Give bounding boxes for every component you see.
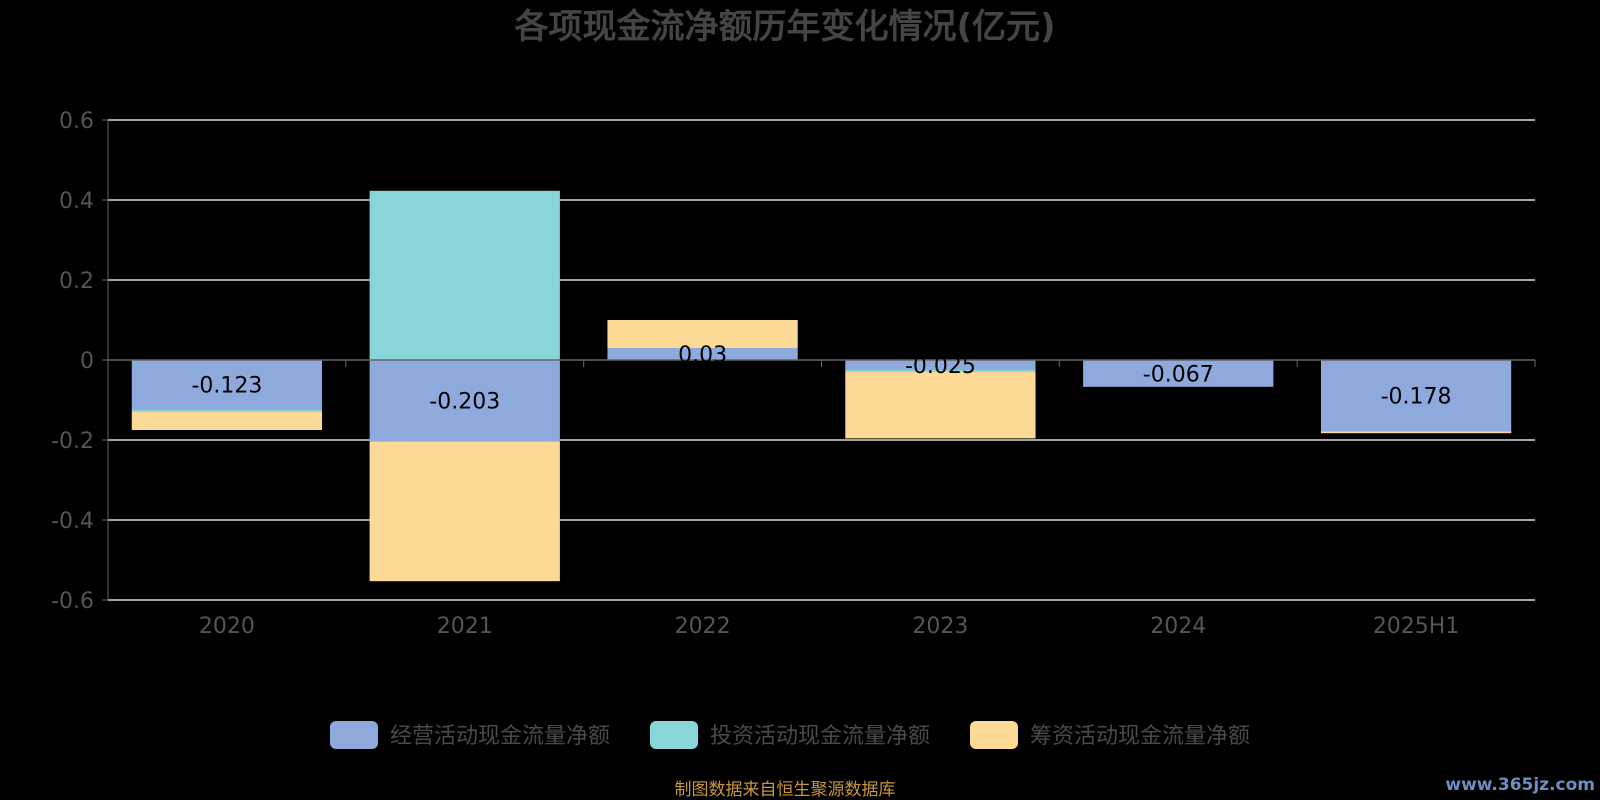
y-tick-label: 0.4 xyxy=(59,189,94,214)
y-tick-label: 0.2 xyxy=(59,269,94,294)
y-tick-label: 0.6 xyxy=(59,109,94,134)
legend-label: 筹资活动现金流量净额 xyxy=(1030,724,1250,749)
bar-segment xyxy=(845,372,1036,439)
legend-item[interactable]: 投资活动现金流量净额 xyxy=(650,721,930,749)
bar-segment xyxy=(131,360,323,410)
bar-segment xyxy=(845,360,1036,370)
data-label: -0.025 xyxy=(905,354,976,379)
data-label: -0.203 xyxy=(429,390,500,415)
y-tick-label: -0.2 xyxy=(51,429,94,454)
bar-segment xyxy=(607,320,798,348)
y-tick-label: 0 xyxy=(80,349,94,374)
x-tick-label: 2024 xyxy=(1150,614,1206,639)
data-labels: -0.123 -0.203 0.03 -0.025 -0.067 -0.178 xyxy=(191,343,1451,415)
source-note: 制图数据来自恒生聚源数据库 xyxy=(675,780,896,800)
legend-item[interactable]: 经营活动现金流量净额 xyxy=(330,721,610,749)
bar-segment xyxy=(845,370,1036,372)
chart-title: 各项现金流净额历年变化情况(亿元) xyxy=(514,7,1055,47)
legend-label: 投资活动现金流量净额 xyxy=(710,724,930,749)
data-label: -0.178 xyxy=(1381,385,1452,410)
legend-swatch xyxy=(330,721,378,749)
bar-segment xyxy=(607,348,798,360)
bar-segment xyxy=(1320,360,1512,432)
legend-item[interactable]: 筹资活动现金流量净额 xyxy=(970,721,1250,749)
bars xyxy=(131,190,1512,582)
bar-segment xyxy=(131,409,323,412)
grid-lines xyxy=(108,119,1535,601)
bar-segment xyxy=(369,360,560,442)
x-tick-label: 2021 xyxy=(437,614,493,639)
bar-segment xyxy=(131,411,323,430)
y-axis: 0.6 0.4 0.2 0 -0.2 -0.4 -0.6 xyxy=(51,109,109,614)
bar-segment xyxy=(369,441,560,582)
legend-swatch xyxy=(650,721,698,749)
x-tick-label: 2022 xyxy=(675,614,731,639)
bar-segment xyxy=(1320,431,1512,434)
x-tick-label: 2020 xyxy=(199,614,255,639)
legend[interactable]: 经营活动现金流量净额 投资活动现金流量净额 筹资活动现金流量净额 xyxy=(330,721,1250,749)
watermark: www.365jz.com xyxy=(1445,775,1595,795)
y-tick-label: -0.4 xyxy=(51,509,94,534)
x-axis: 2020 2021 2022 2023 2024 2025H1 xyxy=(107,359,1536,639)
legend-label: 经营活动现金流量净额 xyxy=(390,724,610,749)
data-label: 0.03 xyxy=(678,343,727,368)
bar-segment xyxy=(1083,360,1274,387)
data-label: -0.123 xyxy=(191,374,262,399)
x-tick-label: 2023 xyxy=(912,614,968,639)
y-tick-label: -0.6 xyxy=(51,589,94,614)
data-label: -0.067 xyxy=(1143,362,1214,387)
bar-segment xyxy=(369,190,560,360)
x-tick-label: 2025H1 xyxy=(1373,614,1460,639)
legend-swatch xyxy=(970,721,1018,749)
